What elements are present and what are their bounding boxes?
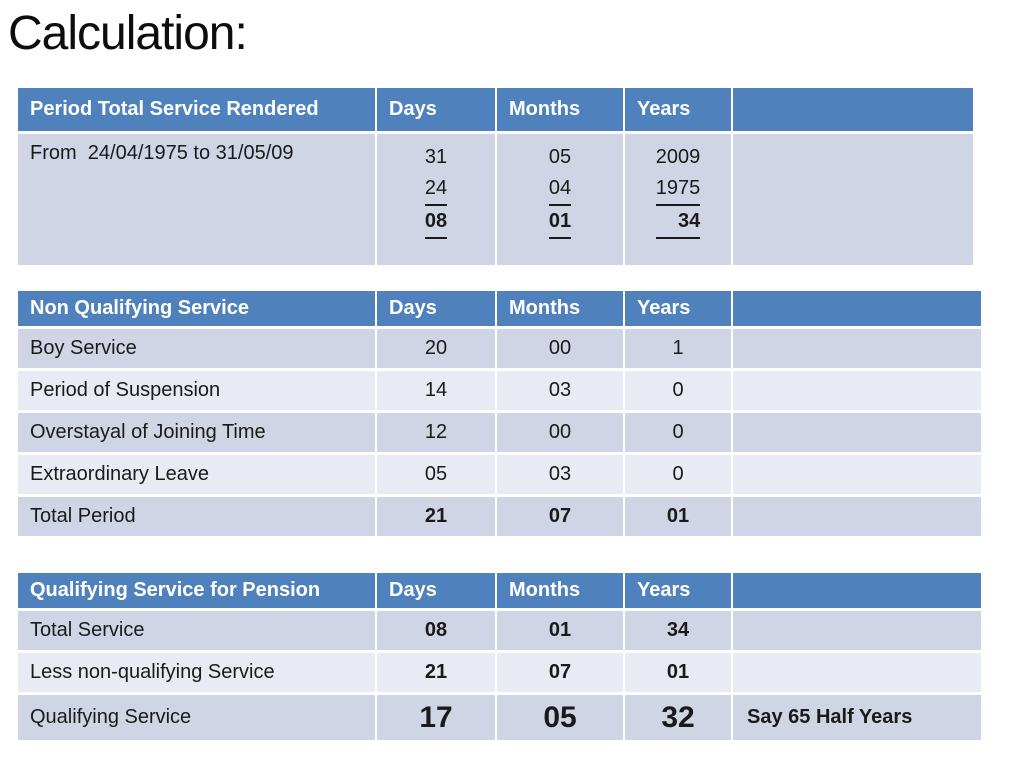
days-value: 20 [375,329,495,371]
table-row: Overstayal of Joining Time 12 00 0 [18,413,981,455]
table-row: Less non-qualifying Service 21 07 01 [18,653,981,695]
qualifying-service-table: Qualifying Service for Pension Days Mont… [18,573,981,743]
header-qualifying-service: Qualifying Service for Pension [18,573,375,611]
days-value: 21 [375,497,495,539]
empty-cell [731,134,973,268]
days-value: 05 [375,455,495,497]
note-cell [731,653,981,695]
days-line-2: 24 [424,173,448,206]
header-months: Months [495,291,623,329]
months-line-2: 04 [548,173,572,206]
empty-cell [731,413,981,455]
header-years: Years [623,88,731,134]
days-line-1: 31 [424,146,448,168]
header-months: Months [495,88,623,134]
page-title: Calculation: [8,7,248,60]
years-value: 0 [623,413,731,455]
years-value: 1 [623,329,731,371]
header-days: Days [375,88,495,134]
table-row: Total Service 08 01 34 [18,611,981,653]
table-header-row: Qualifying Service for Pension Days Mont… [18,573,981,611]
days-value: 12 [375,413,495,455]
table-row: Extraordinary Leave 05 03 0 [18,455,981,497]
years-value: 32 [623,695,731,743]
days-value: 14 [375,371,495,413]
months-line-1: 05 [548,146,572,168]
months-value: 07 [495,497,623,539]
header-days: Days [375,291,495,329]
table-row: From 24/04/1975 to 31/05/09 31 24 08 05 … [18,134,973,268]
years-value: 34 [623,611,731,653]
header-days: Days [375,573,495,611]
months-value: 01 [495,611,623,653]
row-label: Boy Service [18,329,375,371]
table-header-row: Period Total Service Rendered Days Month… [18,88,973,134]
header-months: Months [495,573,623,611]
days-stack-cell: 31 24 08 [375,134,495,268]
days-value: 08 [375,611,495,653]
row-label: Less non-qualifying Service [18,653,375,695]
months-value: 00 [495,329,623,371]
header-non-qualifying-service: Non Qualifying Service [18,291,375,329]
years-stack: 2009 1975 34 [655,142,701,239]
header-years: Years [623,573,731,611]
row-label: From 24/04/1975 to 31/05/09 [18,134,375,268]
months-value: 03 [495,371,623,413]
months-value: 03 [495,455,623,497]
months-value: 07 [495,653,623,695]
table-row-result: Qualifying Service 17 05 32 Say 65 Half … [18,695,981,743]
empty-cell [731,329,981,371]
days-line-3: 08 [424,206,448,239]
days-value: 21 [375,653,495,695]
row-label: Total Service [18,611,375,653]
months-line-3: 01 [548,206,572,239]
note-cell [731,611,981,653]
row-label: Qualifying Service [18,695,375,743]
years-line-1: 2009 [655,146,701,168]
row-label: Overstayal of Joining Time [18,413,375,455]
header-empty [731,291,981,329]
header-period-total-service: Period Total Service Rendered [18,88,375,134]
years-line-2: 1975 [655,173,701,206]
table-row-total: Total Period 21 07 01 [18,497,981,539]
table-header-row: Non Qualifying Service Days Months Years [18,291,981,329]
months-value: 05 [495,695,623,743]
years-stack-cell: 2009 1975 34 [623,134,731,268]
months-stack: 05 04 01 [548,142,572,239]
header-years: Years [623,291,731,329]
empty-cell [731,497,981,539]
table-row: Period of Suspension 14 03 0 [18,371,981,413]
months-value: 00 [495,413,623,455]
months-stack-cell: 05 04 01 [495,134,623,268]
days-stack: 31 24 08 [424,142,448,239]
half-years-note: Say 65 Half Years [731,695,981,743]
years-value: 01 [623,653,731,695]
row-label: Period of Suspension [18,371,375,413]
days-value: 17 [375,695,495,743]
years-value: 01 [623,497,731,539]
empty-cell [731,455,981,497]
row-label: Total Period [18,497,375,539]
table-row: Boy Service 20 00 1 [18,329,981,371]
years-value: 0 [623,455,731,497]
empty-cell [731,371,981,413]
period-total-service-table: Period Total Service Rendered Days Month… [18,88,973,268]
header-empty [731,573,981,611]
row-label: Extraordinary Leave [18,455,375,497]
non-qualifying-service-table: Non Qualifying Service Days Months Years… [18,291,981,539]
years-line-3: 34 [655,206,701,239]
years-value: 0 [623,371,731,413]
header-empty [731,88,973,134]
